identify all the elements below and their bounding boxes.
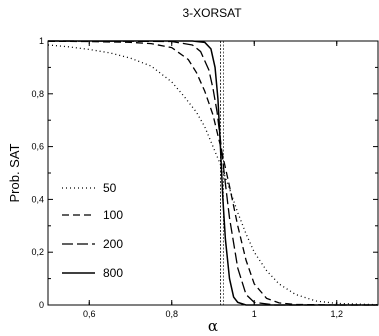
x-tick-label: 0,8 (165, 309, 178, 319)
legend-label-50: 50 (103, 181, 117, 195)
series-line-50 (47, 44, 379, 306)
x-tick-label: 1 (252, 309, 257, 319)
y-tick-label: 0,8 (31, 89, 44, 99)
series-line-800 (48, 40, 378, 306)
y-tick-label: 0,4 (31, 194, 44, 204)
y-tick-label: 1 (39, 36, 44, 46)
series-line-100 (47, 40, 378, 306)
x-axis-label: α (208, 317, 218, 335)
plot-frame (47, 40, 379, 306)
x-tick-label: 1,2 (330, 309, 343, 319)
legend-label-100: 100 (103, 208, 123, 222)
y-tick-label: 0,6 (31, 142, 44, 152)
x-tick-label: 0,6 (83, 309, 96, 319)
legend-label-200: 200 (103, 237, 123, 251)
chart-title: 3-XORSAT (182, 6, 242, 20)
series-line-200 (47, 40, 378, 306)
y-tick-label: 0 (39, 300, 44, 310)
y-axis-label: Prob. SAT (7, 143, 22, 202)
legend-label-800: 800 (103, 266, 123, 280)
plot-area: 0,6 0,8 1 1,2 0 0,2 0,4 0,6 0,8 1 (31, 36, 379, 319)
legend: 50 100 200 800 (62, 181, 123, 280)
y-tick-label: 0,2 (31, 247, 44, 257)
